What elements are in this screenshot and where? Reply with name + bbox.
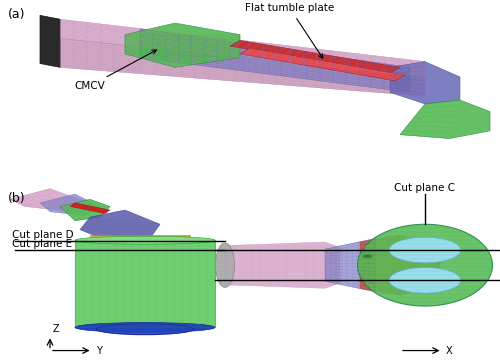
Polygon shape [40, 15, 60, 68]
Text: (b): (b) [8, 192, 25, 205]
Text: Cut plane E: Cut plane E [12, 239, 72, 249]
Polygon shape [10, 189, 90, 212]
Polygon shape [80, 210, 160, 242]
Polygon shape [125, 23, 240, 68]
Ellipse shape [389, 268, 461, 293]
Polygon shape [40, 194, 100, 215]
Text: Z: Z [52, 324, 59, 334]
Ellipse shape [363, 255, 372, 258]
Text: Y: Y [96, 346, 102, 355]
Ellipse shape [75, 236, 215, 244]
Polygon shape [230, 40, 400, 73]
Text: (a): (a) [8, 8, 25, 21]
Polygon shape [140, 29, 410, 92]
Polygon shape [90, 235, 190, 240]
Polygon shape [390, 62, 460, 104]
Ellipse shape [389, 237, 461, 263]
Ellipse shape [75, 323, 215, 332]
Polygon shape [360, 235, 440, 295]
Bar [75, 240, 215, 327]
Polygon shape [325, 238, 375, 292]
Polygon shape [225, 242, 340, 288]
Text: Cut plane D: Cut plane D [12, 230, 74, 240]
Text: Cut plane C: Cut plane C [394, 183, 456, 193]
Polygon shape [70, 203, 110, 213]
Polygon shape [60, 199, 110, 221]
Polygon shape [60, 38, 425, 96]
Ellipse shape [358, 224, 492, 306]
Text: X: X [446, 346, 452, 355]
Ellipse shape [216, 243, 234, 287]
Polygon shape [400, 100, 490, 139]
Text: Flat tumble plate: Flat tumble plate [246, 4, 334, 58]
Text: CMCV: CMCV [74, 50, 156, 91]
Polygon shape [60, 19, 425, 77]
Ellipse shape [96, 324, 194, 335]
Polygon shape [240, 48, 405, 81]
